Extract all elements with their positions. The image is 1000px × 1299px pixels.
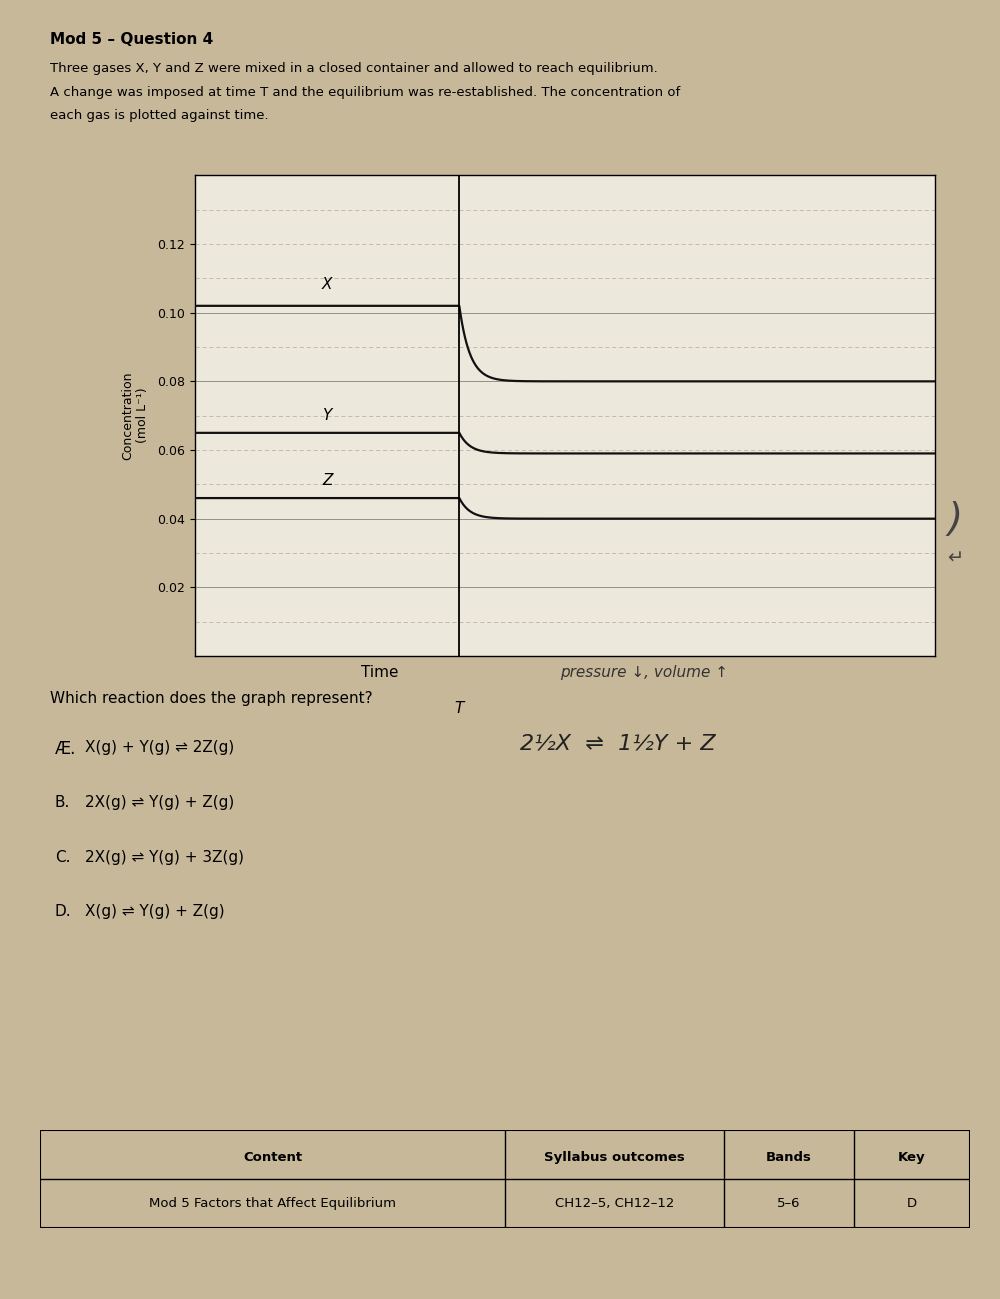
- Text: T: T: [455, 700, 464, 716]
- Text: Y: Y: [322, 408, 332, 422]
- Text: 5–6: 5–6: [777, 1196, 800, 1209]
- Text: ): ): [947, 500, 963, 539]
- Text: C.: C.: [55, 850, 70, 865]
- Text: Z: Z: [322, 473, 332, 488]
- Text: ↵: ↵: [947, 549, 963, 568]
- Text: Which reaction does the graph represent?: Which reaction does the graph represent?: [50, 691, 373, 707]
- Text: 2½X  ⇌  1½Y + Z: 2½X ⇌ 1½Y + Z: [520, 734, 716, 753]
- Text: Three gases X, Y and Z were mixed in a closed container and allowed to reach equ: Three gases X, Y and Z were mixed in a c…: [50, 62, 658, 75]
- Text: pressure ↓, volume ↑: pressure ↓, volume ↑: [560, 665, 728, 681]
- Text: X: X: [322, 277, 332, 292]
- Text: D.: D.: [55, 904, 72, 920]
- Y-axis label: Concentration
(mol L⁻¹): Concentration (mol L⁻¹): [121, 372, 149, 460]
- Text: A change was imposed at time T and the equilibrium was re-established. The conce: A change was imposed at time T and the e…: [50, 86, 680, 99]
- Text: X(g) + Y(g) ⇌ 2Z(g): X(g) + Y(g) ⇌ 2Z(g): [85, 740, 234, 756]
- Text: Content: Content: [243, 1151, 302, 1164]
- Text: Key: Key: [898, 1151, 926, 1164]
- Text: Time: Time: [361, 665, 399, 681]
- Text: 2X(g) ⇌ Y(g) + 3Z(g): 2X(g) ⇌ Y(g) + 3Z(g): [85, 850, 244, 865]
- Text: each gas is plotted against time.: each gas is plotted against time.: [50, 109, 269, 122]
- Text: D: D: [907, 1196, 917, 1209]
- Text: CH12–5, CH12–12: CH12–5, CH12–12: [555, 1196, 674, 1209]
- Text: Æ.: Æ.: [55, 740, 76, 759]
- Text: B.: B.: [55, 795, 70, 811]
- Text: X(g) ⇌ Y(g) + Z(g): X(g) ⇌ Y(g) + Z(g): [85, 904, 225, 920]
- Text: Mod 5 Factors that Affect Equilibrium: Mod 5 Factors that Affect Equilibrium: [149, 1196, 396, 1209]
- Text: 2X(g) ⇌ Y(g) + Z(g): 2X(g) ⇌ Y(g) + Z(g): [85, 795, 234, 811]
- Text: Bands: Bands: [766, 1151, 812, 1164]
- Text: Syllabus outcomes: Syllabus outcomes: [544, 1151, 685, 1164]
- Text: Mod 5 – Question 4: Mod 5 – Question 4: [50, 32, 213, 48]
